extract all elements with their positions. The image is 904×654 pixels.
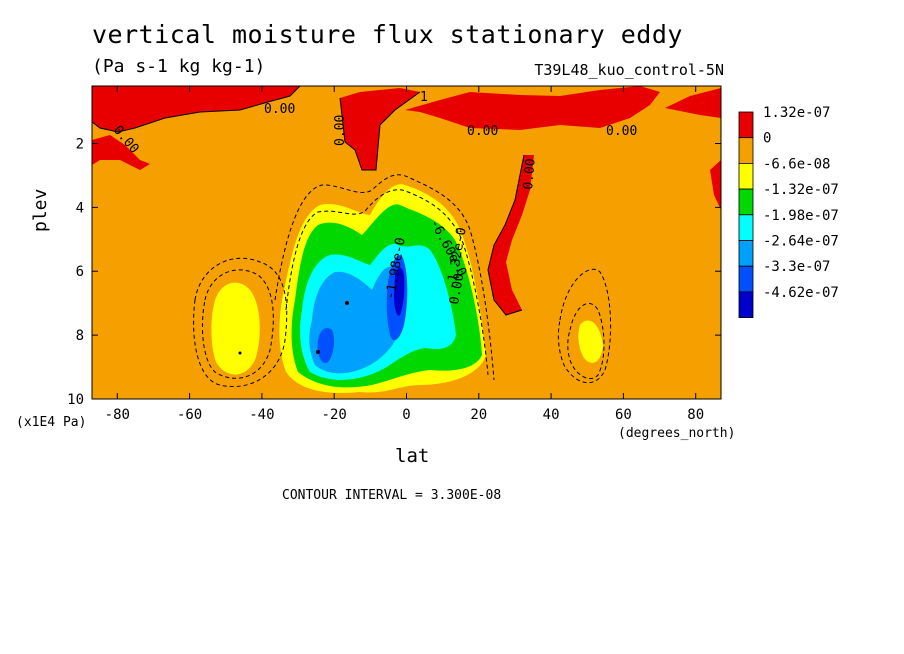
contour-interval: CONTOUR INTERVAL = 3.300E-08	[282, 488, 502, 503]
y-tick-label: 6	[76, 264, 84, 280]
negative-contours	[193, 174, 612, 387]
dataset-label: T39L48_kuo_control-5N	[534, 61, 724, 79]
x-tick-label: -20	[322, 407, 347, 423]
legend-label: -1.98e-07	[763, 208, 839, 224]
legend-swatch	[738, 291, 754, 318]
x-tick-label: 60	[615, 407, 632, 423]
negative-region-level5	[317, 328, 335, 363]
x-axis: -80 -60 -40 -20 0 20 40 60 80	[105, 86, 704, 423]
x-tick-label: -60	[177, 407, 202, 423]
legend-swatch	[738, 111, 754, 139]
positive-region	[405, 86, 660, 130]
positive-region	[340, 88, 420, 170]
zero-contours	[92, 86, 525, 316]
legend-swatch	[738, 240, 754, 267]
y-axis-units: (x1E4 Pa)	[16, 415, 87, 430]
chart-title: vertical moisture flux stationary eddy	[92, 20, 683, 49]
y-tick-label: 2	[76, 136, 84, 152]
minimum-markers	[238, 301, 349, 355]
contour-label: 0.00	[606, 124, 637, 139]
plot-area	[92, 86, 721, 399]
x-tick-label: 20	[470, 407, 487, 423]
x-tick-label: 80	[687, 407, 704, 423]
legend: 1.32e-07 0 -6.6e-08 -1.32e-07 -1.98e-07 -2.64…	[738, 105, 839, 318]
contour-label: 0.00	[467, 124, 498, 139]
x-axis-units: (degrees_north)	[618, 426, 736, 441]
chart-units: (Pa s-1 kg kg-1)	[92, 56, 266, 77]
legend-swatch	[738, 214, 754, 241]
legend-swatch	[738, 137, 754, 164]
x-axis-label: lat	[395, 445, 430, 467]
contour-label: 0.00	[447, 272, 467, 305]
legend-label: 1.32e-07	[763, 105, 830, 121]
x-tick-label: -40	[249, 407, 274, 423]
positive-region	[665, 88, 721, 118]
positive-region	[710, 160, 721, 210]
x-tick-label: -80	[105, 407, 130, 423]
positive-region	[92, 135, 150, 170]
x-tick-label: 0	[402, 407, 410, 423]
legend-label: -6.6e-08	[763, 156, 830, 172]
legend-swatch	[738, 188, 754, 216]
legend-label: -2.64e-07	[763, 234, 839, 250]
contour-label: 0.00	[264, 102, 295, 117]
negative-region-level1	[578, 320, 603, 363]
y-tick-label: 8	[76, 328, 84, 344]
contour-label: 0.00	[333, 115, 348, 146]
y-axis: 2 4 6 8 10	[67, 136, 721, 408]
y-tick-label: 4	[76, 200, 84, 216]
legend-label: -3.3e-07	[763, 259, 830, 275]
x-tick-label: 40	[543, 407, 560, 423]
contour-label: 1	[420, 90, 428, 105]
negative-region-level6	[394, 267, 405, 316]
legend-label: -1.32e-07	[763, 182, 839, 198]
positive-region	[92, 86, 300, 132]
contour-label: 0.00	[521, 158, 539, 191]
legend-label: 0	[763, 131, 771, 147]
y-tick-label: 10	[67, 392, 84, 408]
legend-swatch	[738, 265, 754, 293]
negative-region-level1	[211, 282, 260, 375]
legend-label: -4.62e-07	[763, 285, 839, 301]
positive-region	[488, 155, 534, 315]
legend-swatch	[738, 162, 754, 190]
